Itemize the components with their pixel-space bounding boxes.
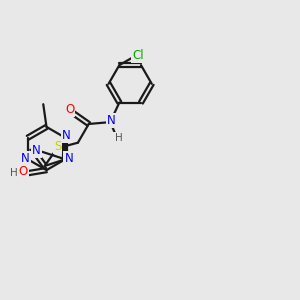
Text: H: H (115, 133, 122, 143)
Text: H: H (10, 168, 18, 178)
Text: N: N (62, 129, 71, 142)
Text: O: O (19, 165, 28, 178)
Text: N: N (21, 152, 30, 165)
Text: S: S (54, 140, 61, 153)
Text: N: N (64, 152, 73, 165)
Text: N: N (107, 114, 116, 127)
Text: O: O (65, 103, 74, 116)
Text: N: N (32, 144, 40, 157)
Text: Cl: Cl (132, 49, 144, 62)
